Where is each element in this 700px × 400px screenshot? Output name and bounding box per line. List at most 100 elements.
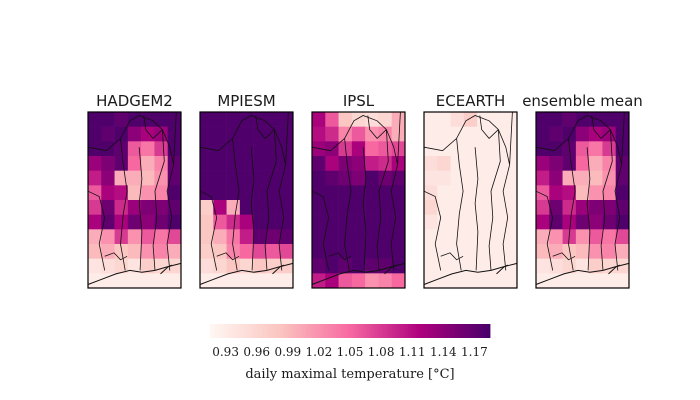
heatmap-cell	[562, 200, 577, 215]
country-border	[152, 129, 165, 271]
heatmap-cell	[463, 200, 478, 215]
colorbar-segment	[326, 324, 329, 338]
colorbar-segment	[246, 324, 249, 338]
heatmap-cell	[437, 200, 451, 215]
heatmap-cell	[351, 258, 366, 274]
colorbar-segment	[398, 324, 401, 338]
heatmap-cell	[437, 258, 451, 274]
heatmap-cell	[141, 156, 155, 171]
heatmap-cell	[575, 258, 590, 274]
colorbar-segment	[350, 324, 353, 338]
heatmap-cell	[141, 258, 155, 274]
heatmap-cell	[167, 258, 182, 274]
colorbar-segment	[366, 324, 369, 338]
heatmap-cell	[127, 244, 142, 259]
colorbar-segment	[470, 324, 473, 338]
heatmap-cell	[226, 214, 241, 230]
heatmap-cell	[141, 229, 155, 245]
heatmap-cell	[378, 214, 393, 230]
colorbar-segment	[440, 324, 443, 338]
heatmap-cell	[391, 126, 406, 142]
colorbar-segment	[426, 324, 429, 338]
heatmap-cell	[213, 214, 227, 230]
heatmap-cell	[312, 185, 326, 201]
colorbar-segment	[380, 324, 383, 338]
heatmap-cell	[253, 244, 267, 259]
heatmap-cell	[239, 141, 254, 157]
heatmap-cell	[279, 214, 294, 230]
heatmap-cell	[424, 244, 438, 259]
heatmap-cell	[589, 112, 603, 127]
colorbar-label: daily maximal temperature [°C]	[245, 367, 454, 382]
colorbar-segment	[404, 324, 407, 338]
heatmap-cell	[213, 200, 227, 215]
heatmap-cell	[602, 112, 617, 127]
country-border	[535, 111, 625, 165]
heatmap-cell	[200, 185, 214, 201]
heatmap-cell	[312, 229, 326, 245]
colorbar-segment	[348, 324, 351, 338]
colorbar-segment	[296, 324, 299, 338]
heatmap-cell	[437, 214, 451, 230]
heatmap-cell	[463, 273, 478, 289]
panel-title: MPIESM	[217, 92, 275, 110]
colorbar-segment	[254, 324, 257, 338]
heatmap-cell	[549, 185, 563, 201]
colorbar-segment	[352, 324, 355, 338]
heatmap-cell	[602, 185, 617, 201]
heatmap-cell	[602, 200, 617, 215]
heatmap-cell	[213, 126, 227, 142]
heatmap-cell	[114, 112, 129, 127]
heatmap-cell	[312, 200, 326, 215]
heatmap-cell	[450, 214, 465, 230]
heatmap-cell	[536, 185, 550, 201]
colorbar-segment	[476, 324, 479, 338]
colorbar-segment	[400, 324, 403, 338]
colorbar-segment	[226, 324, 229, 338]
heatmap-cell	[101, 200, 115, 215]
heatmap-cell	[549, 170, 563, 186]
heatmap-cell	[589, 170, 603, 186]
heatmap-cell	[437, 156, 451, 171]
heatmap-cell	[602, 170, 617, 186]
heatmap-cell	[167, 170, 182, 186]
heatmap-cell	[213, 156, 227, 171]
heatmap-cell	[615, 126, 630, 142]
heatmap-cell	[391, 112, 406, 127]
heatmap-cell	[200, 229, 214, 245]
heatmap-cell	[213, 273, 227, 289]
heatmap-cell	[450, 112, 465, 127]
heatmap-cell	[88, 214, 102, 230]
country-border	[87, 190, 106, 271]
lagoon-line	[608, 264, 620, 275]
heatmap-cell	[450, 273, 465, 289]
colorbar-segment	[374, 324, 377, 338]
heatmap-cell	[365, 258, 379, 274]
heatmap-cell	[477, 200, 491, 215]
heatmap-cell	[536, 258, 550, 274]
heatmap-cell	[391, 156, 406, 171]
colorbar-segment	[280, 324, 283, 338]
coastline	[87, 262, 182, 285]
heatmap-cell	[549, 214, 563, 230]
heatmap-cell	[101, 126, 115, 142]
heatmap-cell	[549, 244, 563, 259]
colorbar-segment	[228, 324, 231, 338]
heatmap-cell	[167, 185, 182, 201]
heatmap-cell	[490, 273, 505, 289]
heatmap-cell	[549, 229, 563, 245]
country-border	[311, 111, 401, 165]
colorbar-segment	[218, 324, 221, 338]
country-border	[344, 138, 352, 271]
heatmap-cell	[503, 258, 518, 274]
colorbar-segment	[402, 324, 405, 338]
country-border	[166, 164, 174, 271]
heatmap-cell	[463, 141, 478, 157]
heatmap-cell	[200, 126, 214, 142]
heatmap-cell	[549, 258, 563, 274]
heatmap-cell	[154, 141, 169, 157]
heatmap-cell	[239, 126, 254, 142]
country-border	[502, 164, 510, 271]
colorbar-segment	[298, 324, 301, 338]
heatmap-cell	[101, 258, 115, 274]
